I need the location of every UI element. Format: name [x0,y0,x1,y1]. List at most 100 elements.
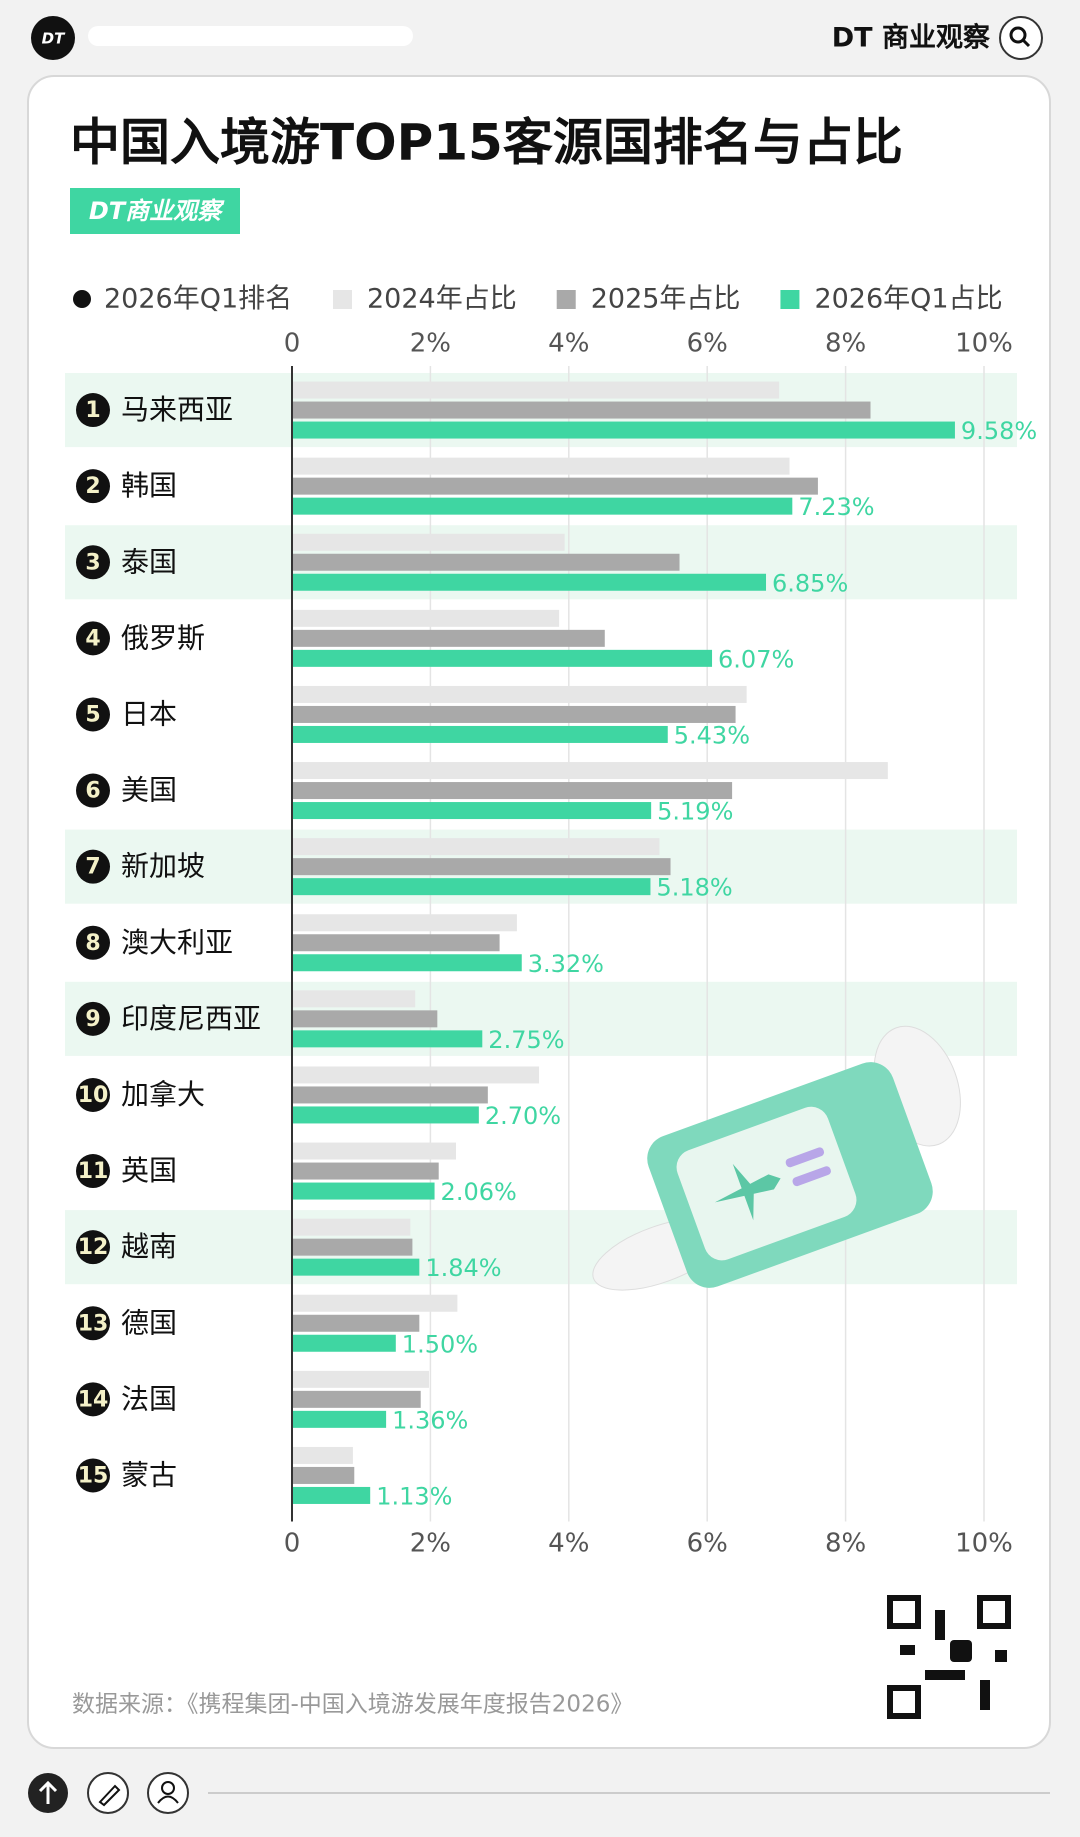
rank-badge [76,621,110,656]
x-tick-label: 0 [284,1529,301,1559]
rank-number: 15 [78,1463,109,1488]
x-tick-label: 6% [687,1529,728,1559]
x-tick-label: 8% [825,1529,866,1559]
bar [292,421,955,439]
value-label: 5.43% [674,721,750,749]
category-label: 德国 [121,1306,177,1339]
qr-module [935,1610,945,1640]
plot-area: 2024年占比 2025年占比 2026年Q1占比 0 0 2% 2% 4% 4% 6% 6% 8% 8… [65,284,1037,1559]
bar [292,705,736,723]
search-button[interactable] [999,16,1043,60]
category-label: 日本 [121,697,177,730]
pencil-icon [98,1784,121,1807]
value-label: 6.07% [718,645,794,673]
rank-number: 4 [85,626,100,651]
bar [292,802,652,820]
qr-module [900,1645,915,1655]
value-label: 6.85% [772,569,848,597]
search-icon [1009,26,1027,44]
bar [292,401,871,419]
category-label: 新加坡 [121,850,205,883]
bar [292,381,780,399]
rank-number: 6 [85,779,100,804]
rank-badge [76,1306,110,1341]
rank-number: 1 [85,398,100,423]
bar [292,878,651,896]
rank-badge [76,925,110,960]
category-label: 澳大利亚 [121,926,233,959]
source: 数据来源：《携程集团-中国入境游发展年度报告2026》 [72,1692,633,1718]
x-tick-label: 4% [548,329,589,359]
category-label: 马来西亚 [121,393,233,426]
bar [292,553,680,571]
qr-logo [950,1640,972,1662]
bar [292,1182,435,1200]
rank-number: 13 [78,1311,109,1336]
bar [292,1390,421,1408]
bar [292,1294,458,1312]
rank-number: 3 [85,550,100,575]
bar [292,497,793,515]
bar [292,1106,479,1124]
bar [292,649,713,667]
bar [292,1334,396,1352]
badge [70,188,240,234]
app-logo[interactable] [31,16,75,60]
rank-badge [76,393,110,428]
bar [292,1466,355,1484]
x-tick-label: 10% [955,1529,1013,1559]
qr-finder [977,1595,1011,1629]
category-label: 印度尼西亚 [121,1002,261,1035]
bar [292,1010,438,1028]
row-highlight [65,981,1017,1056]
bar [292,1142,457,1160]
url-bar[interactable] [88,26,413,46]
legend-swatch [556,290,576,309]
arrow-icon [38,1780,58,1804]
legend-swatch [780,290,800,309]
bar [292,1314,420,1332]
legend-swatch [333,290,352,309]
rank-badge [76,1077,110,1112]
bar [292,1258,420,1276]
ticket-line [792,1166,831,1187]
rank-number: 9 [85,1007,100,1032]
brand: DT 商业观察 [832,22,991,54]
category-label: 加拿大 [121,1078,205,1111]
bar [292,1486,371,1504]
x-tick-label: 8% [825,329,866,359]
qr-code [887,1595,1011,1719]
rank-badge [76,1001,110,1036]
user-icon [157,1795,179,1804]
category-label: 俄罗斯 [121,621,205,654]
ticket-illustration [592,1025,961,1291]
rank-number: 11 [78,1159,109,1184]
bar [292,762,888,780]
card [27,75,1051,1749]
category-label: 法国 [121,1382,177,1415]
bar [292,573,767,591]
legend-label: 2024年占比 [367,284,517,315]
bar [292,1030,483,1048]
legend-label: 2026年Q1排名 [104,284,292,315]
x-tick-label: 0 [284,329,301,359]
ticket-line [785,1147,825,1168]
bar [292,954,522,972]
bar [292,1410,387,1428]
value-label: 2.06% [441,1178,517,1206]
bar [292,1162,439,1180]
value-label: 7.23% [798,493,874,521]
bar [292,725,668,743]
bar [292,609,560,627]
value-label: 2.75% [488,1026,564,1054]
value-label: 2.70% [485,1102,561,1130]
x-tick-label: 4% [548,1529,589,1559]
category-label: 越南 [121,1230,177,1263]
value-label: 3.32% [528,950,604,978]
qr-module [980,1680,990,1710]
bar [292,838,660,856]
category-label: 美国 [121,774,177,807]
x-tick-label: 6% [687,329,728,359]
